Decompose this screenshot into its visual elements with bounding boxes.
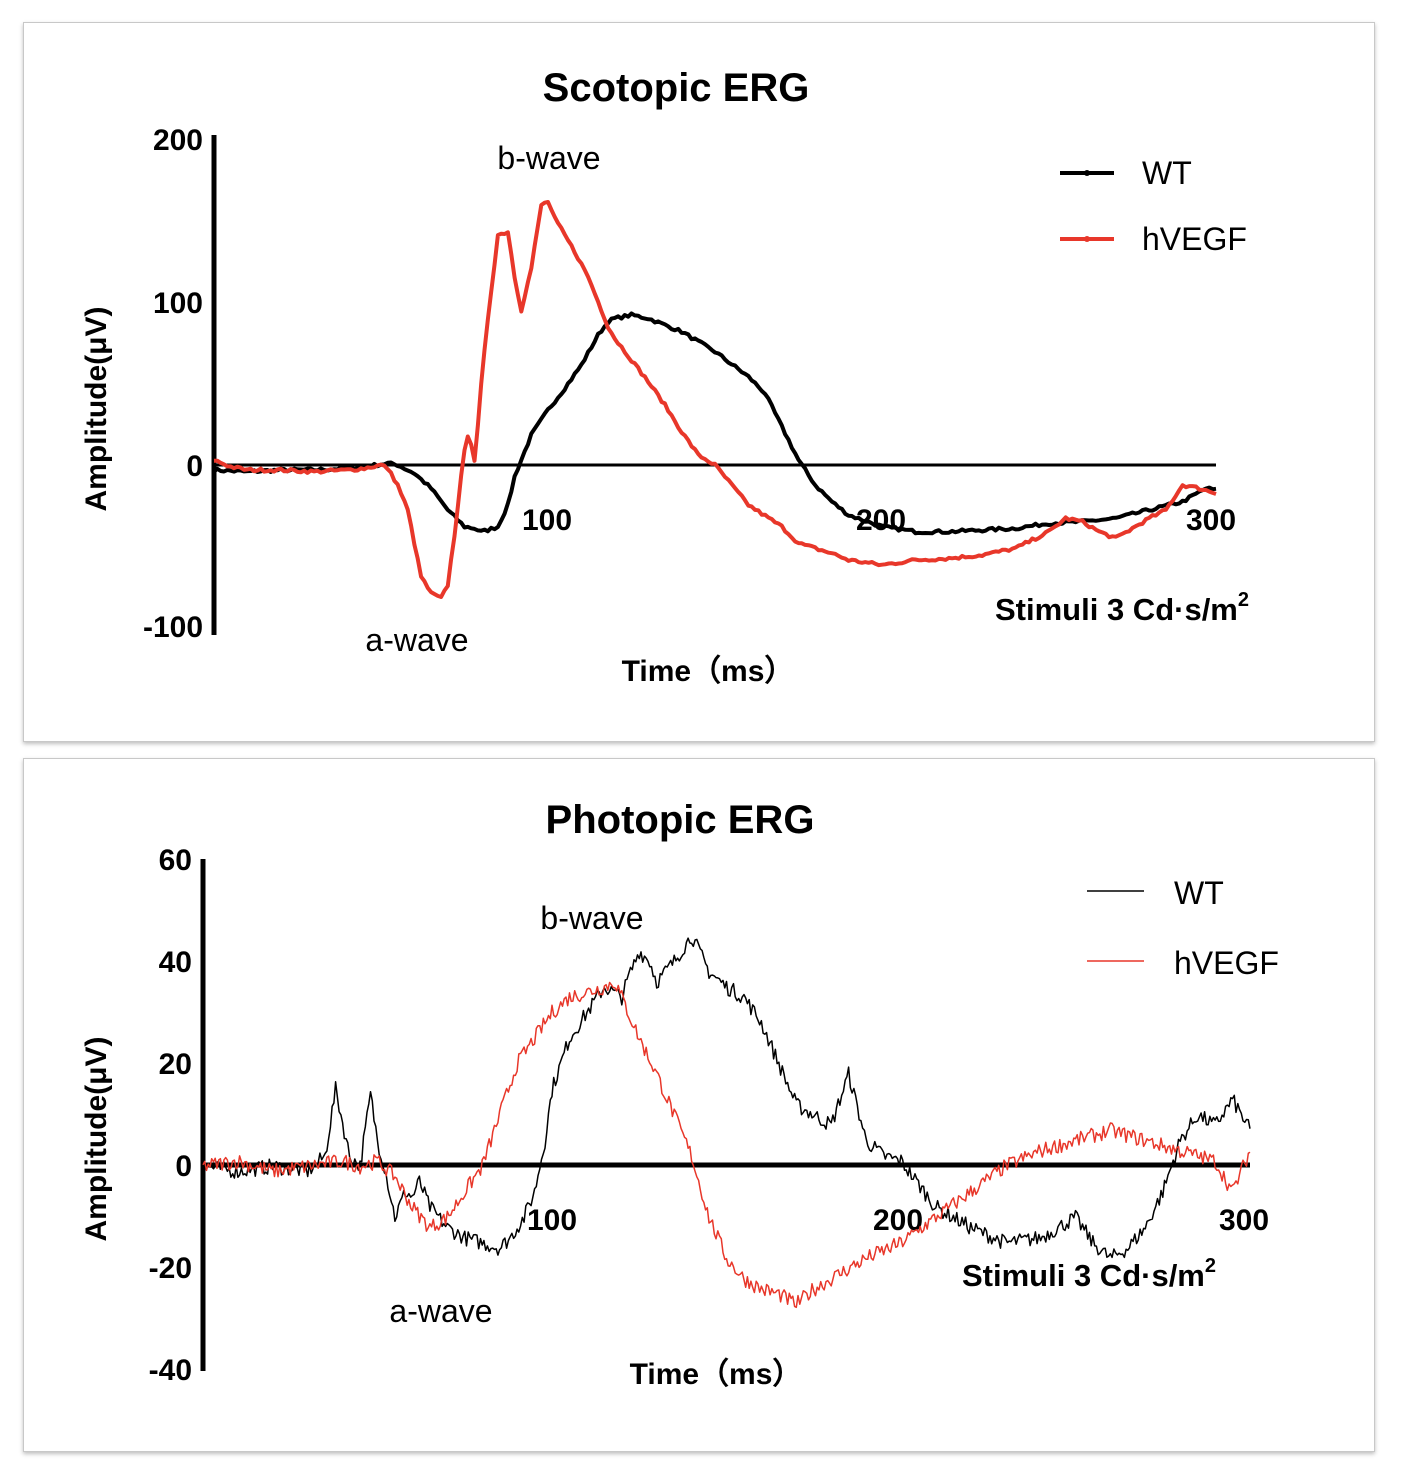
y-tick-label: 200 [153,124,203,157]
legend-marker-wt [1084,170,1090,176]
plot-area [212,200,1217,599]
legend-label-hvegf: hVEGF [1142,221,1247,257]
legend-marker-hvegf [1084,236,1090,242]
plot-area [202,937,1251,1309]
stimulus-text: Stimuli 3 Cd·s/m [962,1258,1205,1293]
chart-title: Scotopic ERG [543,66,810,110]
y-tick-label: 100 [153,287,203,320]
legend-label-wt: WT [1142,155,1192,191]
x-tick-label: 100 [527,1204,577,1237]
y-tick-label: 60 [159,844,192,877]
a-wave-label: a-wave [389,1293,492,1329]
y-tick-label: -20 [149,1252,192,1285]
legend: WT hVEGF [1060,155,1247,257]
y-axis-label: Amplitude(μV) [80,1036,113,1241]
photopic-panel: Photopic ERG 60 40 20 0 -20 -40 100 200 … [23,758,1375,1452]
stimulus-label: Stimuli 3 Cd·s/m2 [962,1255,1216,1293]
y-tick-label: -40 [149,1354,192,1387]
y-tick-label: 0 [186,450,203,483]
series-line-wt [202,937,1251,1259]
stimulus-text: Stimuli 3 Cd·s/m [995,592,1238,627]
x-tick-label: 100 [522,504,572,537]
y-tick-label: 20 [159,1048,192,1081]
stimulus-superscript: 2 [1205,1255,1216,1277]
series-line-hvegf [202,981,1251,1309]
legend-label-hvegf: hVEGF [1174,945,1279,981]
chart-title: Photopic ERG [546,798,815,842]
scotopic-panel: Scotopic ERG 200 100 0 -100 100 200 300 … [23,22,1375,742]
y-tick-label: 0 [175,1150,192,1183]
photopic-erg-chart: Photopic ERG 60 40 20 0 -20 -40 100 200 … [80,798,1279,1391]
b-wave-label: b-wave [497,140,600,176]
legend: WT hVEGF [1087,875,1279,981]
series-line-wt [212,311,1217,536]
legend-label-wt: WT [1174,875,1224,911]
x-axis-label: Time（ms） [622,654,795,688]
x-tick-label: 300 [1186,504,1236,537]
x-tick-label: 200 [873,1204,923,1237]
scotopic-erg-chart: Scotopic ERG 200 100 0 -100 100 200 300 … [80,66,1249,688]
stimulus-superscript: 2 [1238,589,1249,611]
y-tick-label: 40 [159,946,192,979]
b-wave-label: b-wave [540,900,643,936]
y-axis-label: Amplitude(μV) [80,306,113,511]
x-axis-label: Time（ms） [630,1357,803,1391]
stimulus-label: Stimuli 3 Cd·s/m2 [995,589,1249,627]
series-line-hvegf [213,200,1217,599]
y-tick-label: -100 [143,611,203,644]
a-wave-label: a-wave [365,622,468,658]
x-tick-label: 300 [1219,1204,1269,1237]
